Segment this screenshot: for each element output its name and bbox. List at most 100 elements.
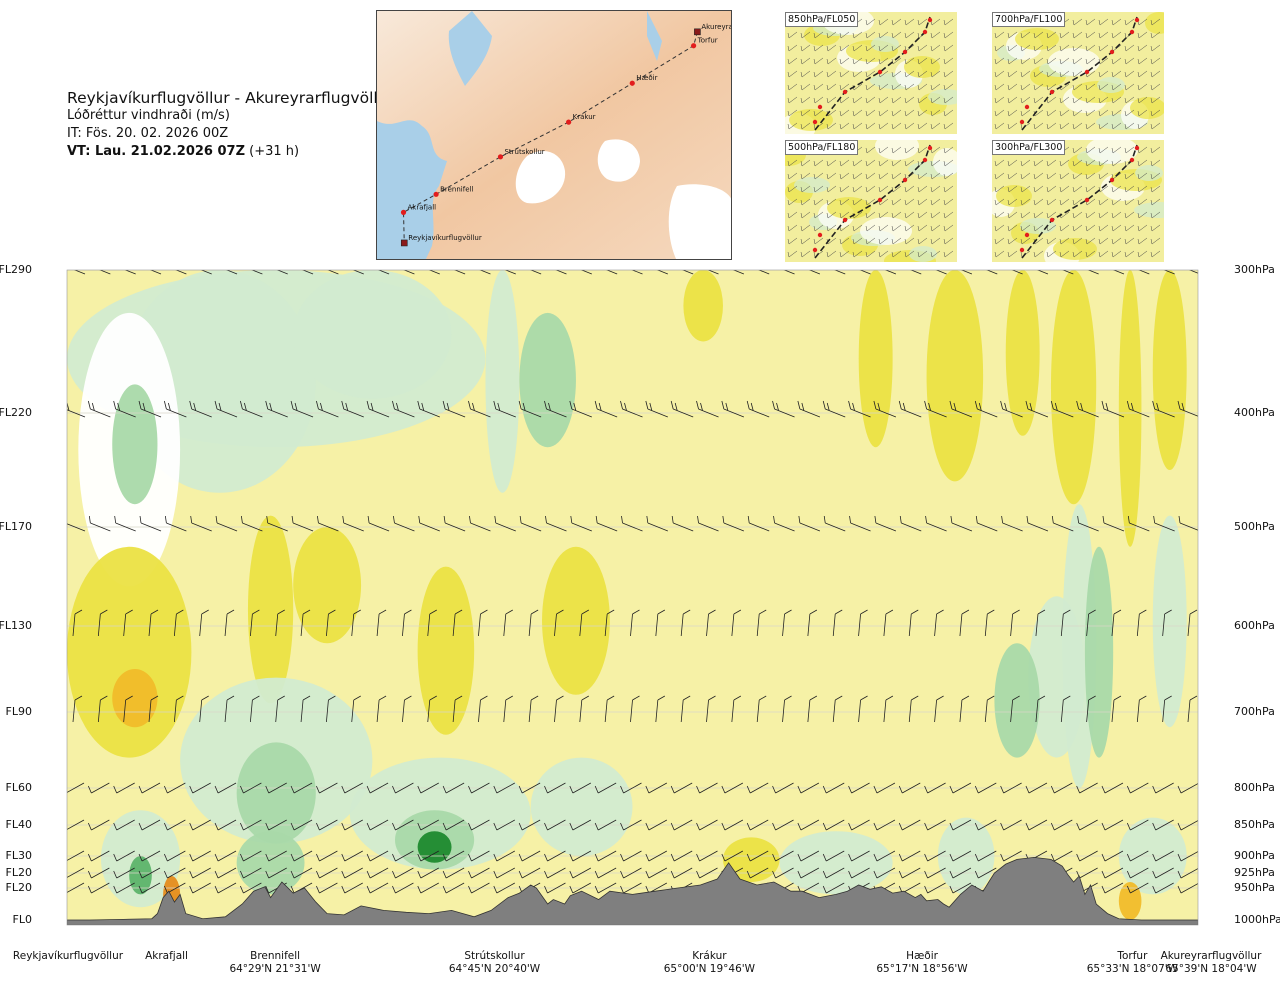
wind-barb-stroke xyxy=(442,850,465,862)
wind-barb-stroke xyxy=(671,515,694,532)
wind-barb xyxy=(1076,850,1098,862)
station-label: Strútskollur 64°45'N 20°40'W xyxy=(435,950,555,976)
wind-barb-stroke xyxy=(1086,609,1096,637)
route-point-marker xyxy=(433,191,439,197)
wind-barb-stroke xyxy=(87,882,110,894)
wind-barb-stroke xyxy=(530,270,542,275)
wind-barb-stroke xyxy=(1010,609,1020,637)
inset-route-point xyxy=(1024,104,1030,110)
wind-barb-stroke xyxy=(442,400,466,418)
wind-barb xyxy=(682,270,694,275)
wind-barb xyxy=(224,609,235,637)
wind-barb xyxy=(645,850,668,862)
wind-barb-stroke xyxy=(149,270,162,275)
wind-barb xyxy=(807,609,818,637)
wind-barb-stroke xyxy=(265,819,287,831)
inset-wind-barb xyxy=(1098,172,1109,180)
inset-wind-barb xyxy=(917,57,928,65)
wind-barb xyxy=(1102,515,1125,532)
wind-barb xyxy=(88,515,111,532)
wind-barb-stroke xyxy=(290,867,313,879)
inset-wind-barb xyxy=(1020,70,1031,78)
wind-barb-stroke xyxy=(645,850,668,862)
inset-wind-barb xyxy=(1046,57,1057,65)
inset-wind-barb xyxy=(943,146,954,154)
wind-barb xyxy=(392,819,414,831)
wind-barb xyxy=(164,515,187,532)
wind-barb-stroke xyxy=(114,515,136,532)
inset-wind-barb xyxy=(943,250,954,258)
wind-barb-stroke xyxy=(974,400,998,418)
wind-barb-stroke xyxy=(721,850,744,862)
inset-wind-barb xyxy=(904,57,915,65)
wind-barb-stroke xyxy=(782,609,792,637)
wind-barb xyxy=(910,270,922,275)
inset-wind-barb xyxy=(878,96,889,104)
wind-barb-stroke xyxy=(731,695,742,723)
inset-wind-barb xyxy=(994,109,1005,117)
wind-barb xyxy=(782,609,792,637)
map-glacier-langjokull xyxy=(515,151,566,204)
inset-wind-barb xyxy=(891,109,902,117)
pressure-label: 500hPa xyxy=(1234,520,1275,533)
wind-barb-stroke xyxy=(822,867,845,879)
wind-barb-stroke xyxy=(1126,882,1149,894)
wind-barb-stroke xyxy=(772,867,794,879)
wind-barb xyxy=(265,782,287,794)
wind-barb xyxy=(783,270,795,275)
route-line xyxy=(403,31,698,243)
inset-wind-barb xyxy=(1085,224,1096,232)
inset-wind-barb xyxy=(1033,122,1044,130)
station-label: Reykjavíkurflugvöllur xyxy=(8,950,128,963)
wind-barb-stroke xyxy=(1187,695,1198,723)
wind-barb xyxy=(747,515,770,532)
inset-wind-barb xyxy=(1033,83,1044,91)
wind-barb xyxy=(746,782,769,794)
inset-wind-barb xyxy=(1137,31,1148,39)
wind-barb-stroke xyxy=(544,867,566,879)
inset-wind-barb xyxy=(1111,70,1122,78)
fl-label: FL130 xyxy=(0,619,32,632)
wind-barb-stroke xyxy=(468,850,490,862)
inset-wind-barb xyxy=(943,224,954,232)
wind-barb xyxy=(620,782,642,794)
inset-wind-barb xyxy=(1124,96,1135,104)
wind-barb xyxy=(808,270,821,275)
inset-wind-barb xyxy=(1072,185,1083,193)
inset-wind-barb xyxy=(891,172,902,180)
inset-wind-barb xyxy=(1124,172,1135,180)
inset-wind-barb xyxy=(826,83,837,91)
wind-barb-stroke xyxy=(984,609,995,637)
inset-wind-barb xyxy=(904,185,915,193)
wind-barb-stroke xyxy=(1126,400,1150,418)
wind-barb-stroke xyxy=(1138,270,1150,275)
wind-barb xyxy=(114,515,136,532)
wind-barb xyxy=(1001,515,1023,532)
wind-barb-stroke xyxy=(697,515,719,532)
wind-barb-stroke xyxy=(214,882,237,894)
inset-wind-barb xyxy=(1059,122,1070,130)
wind-barb xyxy=(67,523,86,532)
inset-wind-barb xyxy=(1059,172,1070,180)
wind-barb xyxy=(874,515,897,532)
wind-barb xyxy=(468,882,490,894)
inset-wind-barb xyxy=(1150,70,1161,78)
wind-barb xyxy=(417,867,439,879)
inset-wind-barb xyxy=(787,159,798,167)
wind-barb-stroke xyxy=(1076,819,1098,831)
inset-wind-barb xyxy=(1046,109,1057,117)
inset-wind-barb xyxy=(917,44,928,52)
wind-barb-stroke xyxy=(782,695,792,723)
fl-label: FL40 xyxy=(5,818,32,831)
inset-route-point xyxy=(842,89,848,95)
inset-route-point xyxy=(1129,157,1135,163)
wind-barb xyxy=(620,867,642,879)
wind-barb-stroke xyxy=(908,695,919,723)
wind-barb-stroke xyxy=(392,882,414,894)
wind-barb xyxy=(300,695,311,723)
wind-barb-stroke xyxy=(1000,782,1022,794)
inset-wind-barb xyxy=(1150,185,1161,193)
wind-barb xyxy=(87,850,110,862)
inset-wind-barb xyxy=(839,31,850,39)
route-point-label: Strútskollur xyxy=(504,148,544,156)
